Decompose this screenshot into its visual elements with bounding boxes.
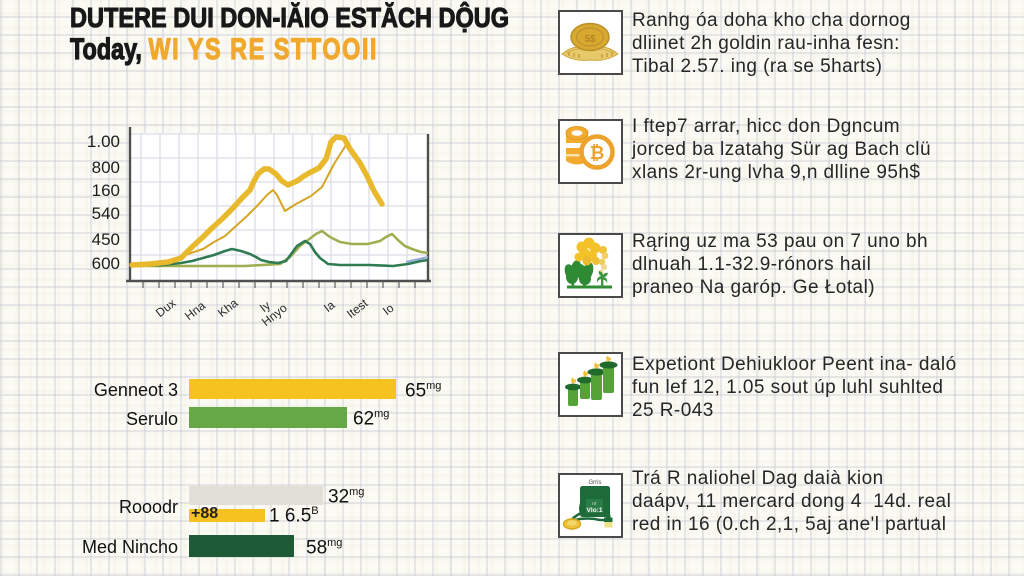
svg-text:rrr: rrr xyxy=(592,501,597,506)
svg-text:Vlo:1: Vlo:1 xyxy=(587,507,603,514)
svg-text:Grris: Grris xyxy=(589,480,602,486)
svg-text:5$: 5$ xyxy=(584,34,596,45)
svg-text:₿: ₿ xyxy=(590,143,605,163)
